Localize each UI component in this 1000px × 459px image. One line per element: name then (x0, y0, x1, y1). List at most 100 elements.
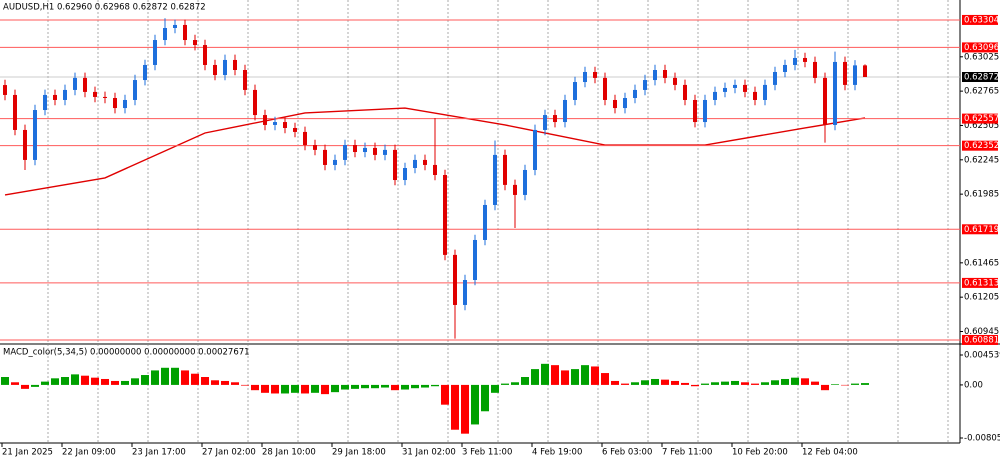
y-tick-label: 0.62505 (964, 121, 999, 131)
macd-bar (841, 384, 849, 386)
candle-body (753, 91, 757, 100)
candle-body (163, 28, 167, 41)
macd-bar (691, 384, 699, 387)
candle-body (93, 91, 97, 97)
x-tick-label: 4 Feb 19:00 (532, 448, 582, 458)
x-tick-label: 31 Jan 02:00 (402, 448, 456, 458)
macd-bar (131, 378, 139, 385)
candle-body (783, 64, 787, 72)
macd-y-tick-label: 0.00 (964, 380, 983, 390)
candle-body (653, 70, 657, 81)
candle-body (453, 254, 457, 305)
macd-bar (831, 384, 839, 385)
macd-bar (61, 377, 69, 385)
candle-body (193, 40, 197, 46)
candle-body (33, 110, 37, 160)
candle-body (183, 24, 187, 41)
macd-bar (161, 367, 169, 385)
candle-body (633, 89, 637, 98)
macd-bar (421, 384, 429, 388)
candle-body (273, 122, 277, 125)
macd-bar (661, 379, 669, 385)
moving-average (4, 107, 866, 196)
macd-bar (1, 377, 9, 385)
macd-bar (451, 384, 459, 430)
macd-bar (491, 384, 499, 393)
y-tick-label: 0.60945 (964, 327, 999, 337)
candle-body (743, 84, 747, 92)
candle-body (723, 87, 727, 92)
macd-bar (471, 384, 479, 425)
macd-bar (251, 384, 259, 391)
candle-body (613, 99, 617, 109)
macd-bar (481, 384, 489, 412)
macd-y-tick-label: 0.0045392 (964, 351, 1000, 361)
macd-bar (651, 378, 659, 385)
x-tick-label: 28 Jan 10:00 (262, 448, 316, 458)
candle-body (813, 61, 817, 78)
candle-body (853, 65, 857, 85)
candle-body (333, 159, 337, 165)
macd-bar (231, 382, 239, 385)
macd-bar (351, 384, 359, 389)
candle-body (253, 89, 257, 116)
candle-body (403, 168, 407, 181)
candle-body (473, 239, 477, 280)
candle-body (793, 57, 797, 65)
candle-body (833, 61, 837, 125)
candle-body (573, 82, 577, 100)
macd-bar (301, 384, 309, 394)
candle-body (603, 77, 607, 100)
x-tick-label: 3 Feb 11:00 (462, 448, 512, 458)
candle-body (43, 94, 47, 111)
macd-bar (21, 384, 29, 389)
candle-body (23, 129, 27, 160)
macd-bar (791, 377, 799, 385)
macd-bar (801, 378, 809, 385)
candle-body (363, 147, 367, 153)
macd-bar (31, 384, 39, 387)
level-label: 0.60881 (964, 335, 999, 345)
candle-body (203, 45, 207, 65)
level-label-bg (962, 140, 998, 151)
macd-bar (761, 382, 769, 385)
candle-body (53, 94, 57, 100)
macd-bar (141, 375, 149, 385)
macd-bar (581, 365, 589, 385)
macd-bar (731, 380, 739, 385)
candle-body (683, 84, 687, 100)
level-label: 0.61313 (964, 278, 999, 288)
candle-body (523, 169, 527, 195)
level-label: 0.63304 (964, 15, 999, 25)
candle-body (413, 159, 417, 168)
candle-body (803, 57, 807, 62)
candle-body (243, 70, 247, 90)
candle-body (703, 99, 707, 123)
candle-body (283, 122, 287, 128)
candle-body (123, 99, 127, 109)
candle-body (373, 147, 377, 155)
macd-bar (521, 377, 529, 385)
level-label-bg (962, 277, 998, 288)
current-price-label: 0.62872 (964, 73, 999, 83)
x-tick-label: 27 Jan 02:00 (202, 448, 256, 458)
x-tick-label: 23 Jan 17:00 (132, 448, 186, 458)
macd-bar (101, 378, 109, 385)
candle-body (233, 59, 237, 70)
macd-bar (331, 384, 339, 393)
candle-body (543, 115, 547, 130)
macd-bar (511, 382, 519, 385)
macd-bar (321, 384, 329, 395)
macd-bar (611, 380, 619, 385)
macd-bar (781, 378, 789, 385)
y-tick-label: 0.63025 (964, 52, 999, 62)
x-tick-label: 12 Feb 04:00 (802, 448, 858, 458)
candle-body (303, 131, 307, 146)
macd-bar (271, 384, 279, 394)
level-label-bg (962, 42, 998, 53)
macd-bar (121, 380, 129, 385)
candle-body (503, 154, 507, 185)
macd-bar (741, 382, 749, 385)
macd-bar (241, 384, 249, 386)
